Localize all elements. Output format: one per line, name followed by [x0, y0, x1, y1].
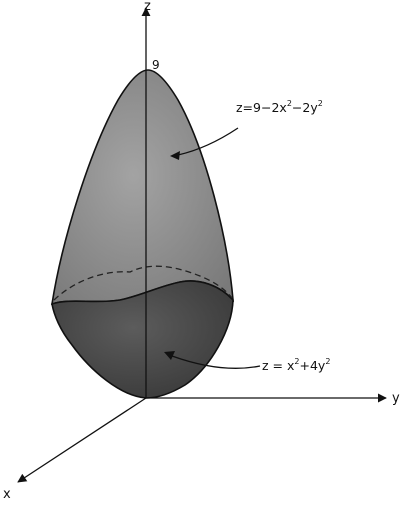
upper-paraboloid-surface: [51, 69, 234, 306]
lower-surface-leader-arrow: [164, 351, 175, 360]
y-axis-label: y: [392, 391, 400, 406]
apex-value-label: 9: [152, 58, 160, 72]
upper-surface-leader-line: [177, 127, 239, 156]
x-axis: [17, 397, 147, 483]
upper-surface-leader-arrow: [170, 151, 180, 160]
lower-surface-leader-line: [171, 355, 261, 370]
z-axis-label: z: [144, 0, 151, 14]
lower-paraboloid-surface: [51, 280, 234, 399]
lower-surface-equation: z = x2+4y2: [262, 357, 330, 373]
intersection-back-dashed-curve: [53, 265, 233, 301]
x-axis-label: x: [3, 487, 11, 502]
upper-surface-equation: z=9−2x2−2y2: [236, 99, 323, 115]
